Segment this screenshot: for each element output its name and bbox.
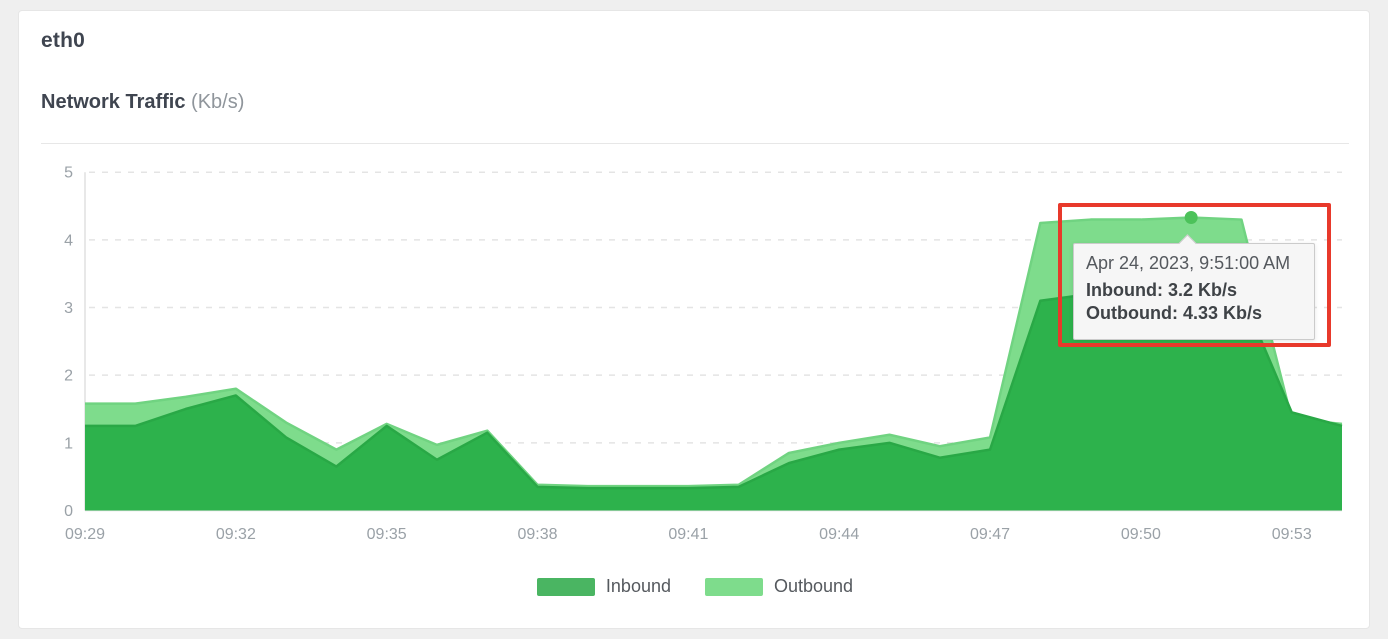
panel-title: eth0 <box>41 29 85 52</box>
y-tick-label: 1 <box>64 435 73 452</box>
chart-tooltip: Apr 24, 2023, 9:51:00 AM Inbound: 3.2 Kb… <box>1073 234 1315 340</box>
x-tick-label: 09:53 <box>1272 526 1312 543</box>
inbound-swatch <box>536 577 595 596</box>
legend-label-inbound: Inbound <box>605 576 671 596</box>
hover-marker-dot <box>1184 211 1198 225</box>
y-tick-label: 0 <box>64 503 73 520</box>
x-tick-label: 09:41 <box>668 526 708 543</box>
subtitle-text: Network Traffic <box>41 91 186 113</box>
legend-item-outbound[interactable]: Outbound <box>705 576 853 597</box>
subtitle-unit: (Kb/s) <box>191 91 245 113</box>
x-tick-label: 09:32 <box>216 526 256 543</box>
x-tick-label: 09:47 <box>970 526 1010 543</box>
tooltip-outbound-value: Outbound: 4.33 Kb/s <box>1086 303 1263 324</box>
tooltip-timestamp: Apr 24, 2023, 9:51:00 AM <box>1086 253 1291 273</box>
y-tick-label: 4 <box>64 232 73 249</box>
inbound-area <box>85 293 1342 511</box>
panel-subtitle: Network Traffic (Kb/s) <box>41 91 244 114</box>
outbound-line <box>85 216 1343 488</box>
legend-item-inbound[interactable]: Inbound <box>536 576 671 597</box>
outbound-swatch <box>705 577 763 596</box>
chart-legend: Inbound Outbound <box>19 576 1371 597</box>
y-tick-label: 3 <box>64 300 73 317</box>
y-tick-label: 5 <box>64 165 73 182</box>
tooltip-inbound-value: Inbound: 3.2 Kb/s <box>1086 280 1237 300</box>
legend-label-outbound: Outbound <box>774 576 854 596</box>
x-tick-label: 09:38 <box>517 526 557 543</box>
y-tick-label: 2 <box>64 368 73 385</box>
x-tick-label: 09:50 <box>1121 526 1161 543</box>
x-tick-label: 09:35 <box>367 526 407 543</box>
x-tick-label: 09:29 <box>65 526 105 543</box>
x-tick-label: 09:44 <box>819 526 859 543</box>
title-divider <box>41 143 1349 144</box>
